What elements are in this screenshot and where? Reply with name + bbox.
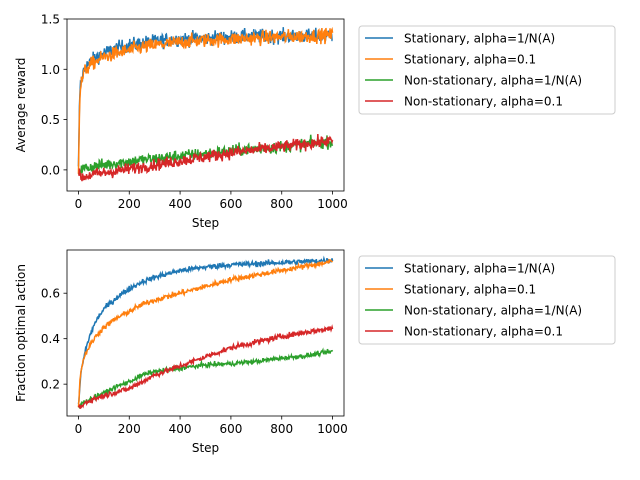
- series-line-1: [77, 255, 334, 405]
- x-tick-label: 1000: [317, 422, 348, 436]
- legend-box: [358, 255, 616, 345]
- legend-entry-2: Stationary, alpha=0.1: [404, 283, 536, 297]
- series-line-3: [78, 134, 334, 176]
- legend-entry-4: Non-stationary, alpha=0.1: [404, 325, 563, 339]
- series-line-2: [77, 26, 334, 174]
- plot-frame: [66, 18, 345, 192]
- series-line-2: [77, 258, 334, 408]
- plot-frame: [66, 249, 345, 417]
- y-axis-label: Average reward: [14, 58, 28, 153]
- x-tick-label: 0: [75, 422, 83, 436]
- x-tick-label: 600: [219, 422, 242, 436]
- x-tick-label: 200: [118, 422, 141, 436]
- y-tick-label: 1.5: [41, 13, 60, 27]
- x-tick-label: 800: [270, 197, 293, 211]
- x-tick-label: 400: [169, 197, 192, 211]
- y-tick-label: 0.0: [41, 163, 60, 177]
- chart-panel-1: 0 200 400 600 800 1000 0.0 0.5 1.0 1.5 Step Average…: [14, 13, 616, 230]
- y-tick-label: 0.4: [41, 332, 60, 346]
- series-line-4: [77, 324, 334, 409]
- chart-panel-2: 0 200 400 600 800 1000 0.2 0.4 0.6 Step Fraction o…: [14, 249, 616, 455]
- x-tick-label: 0: [75, 197, 83, 211]
- legend-entry-3: Non-stationary, alpha=1/N(A): [404, 74, 582, 88]
- legend: Stationary, alpha=1/N(A) Stationary, alph…: [358, 255, 616, 345]
- x-tick-label: 400: [169, 422, 192, 436]
- legend-entry-3: Non-stationary, alpha=1/N(A): [404, 304, 582, 318]
- y-axis-label: Fraction optimal action: [14, 264, 28, 402]
- y-tick-label: 0.5: [41, 113, 60, 127]
- x-tick-label: 800: [270, 422, 293, 436]
- series-line-3: [78, 347, 334, 409]
- y-tick-label: 0.6: [41, 287, 60, 301]
- legend: Stationary, alpha=1/N(A) Stationary, alph…: [358, 25, 616, 115]
- y-tick-label: 1.0: [41, 63, 60, 77]
- series-line-4: [77, 134, 334, 182]
- x-axis-label: Step: [192, 441, 219, 455]
- legend-entry-2: Stationary, alpha=0.1: [404, 53, 536, 67]
- y-tick-label: 0.2: [41, 378, 60, 392]
- legend-entry-1: Stationary, alpha=1/N(A): [404, 32, 555, 46]
- x-tick-label: 200: [118, 197, 141, 211]
- x-axis-label: Step: [192, 216, 219, 230]
- legend-entry-1: Stationary, alpha=1/N(A): [404, 262, 555, 276]
- legend-box: [358, 25, 616, 115]
- x-tick-label: 1000: [317, 197, 348, 211]
- legend-entry-4: Non-stationary, alpha=0.1: [404, 95, 563, 109]
- x-tick-label: 600: [219, 197, 242, 211]
